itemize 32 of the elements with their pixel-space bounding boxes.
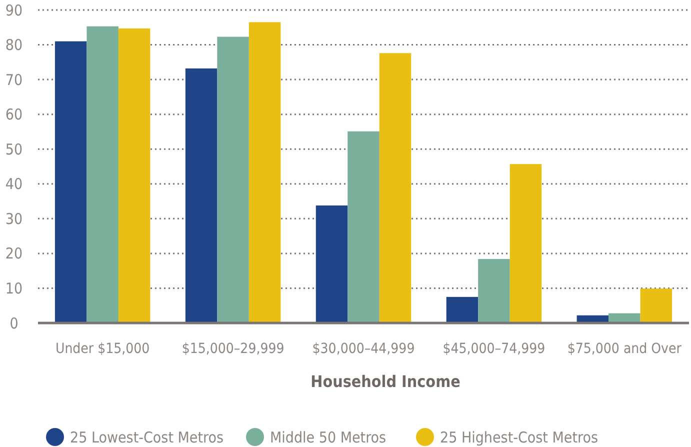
legend-label: Middle 50 Metros	[270, 428, 386, 446]
y-tick-label: 60	[5, 106, 23, 124]
y-tick-label: 70	[5, 70, 23, 89]
x-tick-label: $75,000 and Over	[567, 341, 682, 357]
y-tick-label: 30	[5, 210, 23, 228]
y-tick-label: 0	[10, 314, 18, 332]
x-tick-label: Under $15,000	[55, 341, 150, 357]
x-axis-title: Household Income	[310, 372, 461, 391]
bar	[640, 288, 672, 323]
y-tick-label: 80	[5, 36, 23, 54]
y-tick-label: 20	[5, 244, 23, 263]
bar	[217, 36, 249, 323]
bar	[379, 53, 412, 323]
bar	[86, 26, 118, 323]
y-tick-label: 50	[5, 140, 23, 158]
bar	[54, 41, 87, 323]
y-tick-label: 10	[5, 279, 23, 298]
legend-label: 25 Highest-Cost Metros	[440, 428, 598, 446]
bar	[446, 296, 478, 323]
bar	[478, 259, 510, 323]
x-tick-label: $30,000–44,999	[312, 341, 415, 357]
bar	[348, 131, 380, 323]
legend-label: 25 Lowest-Cost Metros	[70, 428, 224, 446]
bar	[248, 22, 281, 323]
x-tick-label: $45,000–74,999	[442, 341, 546, 357]
x-tick-label: $15,000–29,999	[182, 341, 284, 357]
y-tick-label: 90	[5, 1, 23, 20]
y-tick-label: 40	[5, 175, 23, 194]
bar	[316, 205, 348, 323]
bar	[510, 164, 542, 323]
bar	[185, 68, 218, 323]
bar	[118, 28, 150, 323]
